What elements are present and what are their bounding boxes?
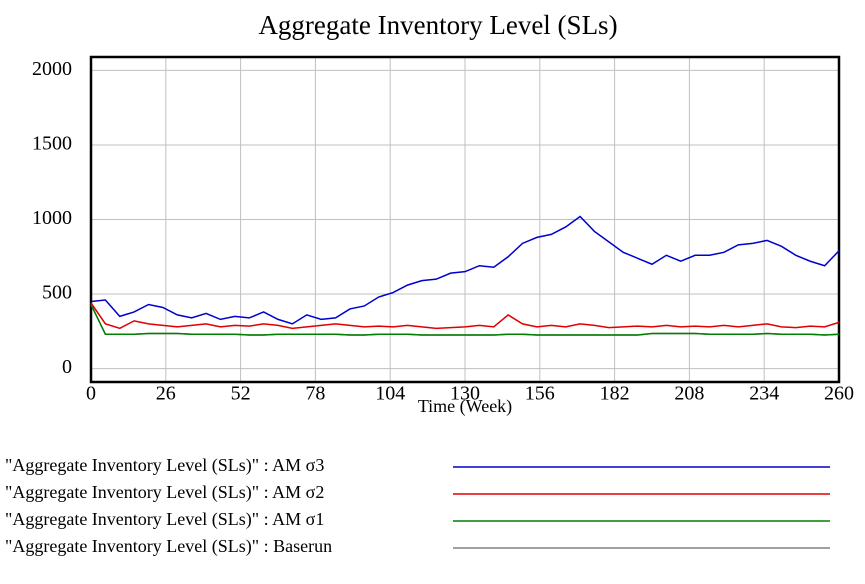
y-tick-label: 2000 — [32, 58, 72, 80]
x-tick-label: 260 — [824, 383, 854, 405]
x-tick-label: 0 — [86, 383, 96, 405]
x-tick-label: 234 — [749, 383, 779, 405]
x-axis-label: Time (Week) — [418, 396, 512, 417]
y-tick-label: 0 — [62, 356, 72, 378]
legend-label: "Aggregate Inventory Level (SLs)" : AM σ… — [5, 455, 324, 476]
x-tick-label: 26 — [156, 383, 176, 405]
legend-label: "Aggregate Inventory Level (SLs)" : AM σ… — [5, 509, 324, 530]
y-tick-label: 1500 — [32, 133, 72, 155]
y-tick-label: 1000 — [32, 207, 72, 229]
x-tick-label: 78 — [305, 383, 325, 405]
legend-label: "Aggregate Inventory Level (SLs)" : AM σ… — [5, 482, 324, 503]
x-tick-label: 130 — [450, 383, 480, 405]
legend-label: "Aggregate Inventory Level (SLs)" : Base… — [5, 536, 332, 557]
x-tick-label: 182 — [600, 383, 630, 405]
x-tick-label: 208 — [674, 383, 704, 405]
x-tick-label: 104 — [375, 383, 405, 405]
series-line — [90, 304, 840, 336]
plot-frame — [89, 55, 841, 384]
x-tick-label: 156 — [525, 383, 555, 405]
series-line — [90, 302, 840, 330]
x-tick-label: 52 — [231, 383, 251, 405]
chart-title: Aggregate Inventory Level (SLs) — [258, 10, 617, 40]
series-line — [90, 215, 840, 325]
y-tick-label: 500 — [42, 282, 72, 304]
